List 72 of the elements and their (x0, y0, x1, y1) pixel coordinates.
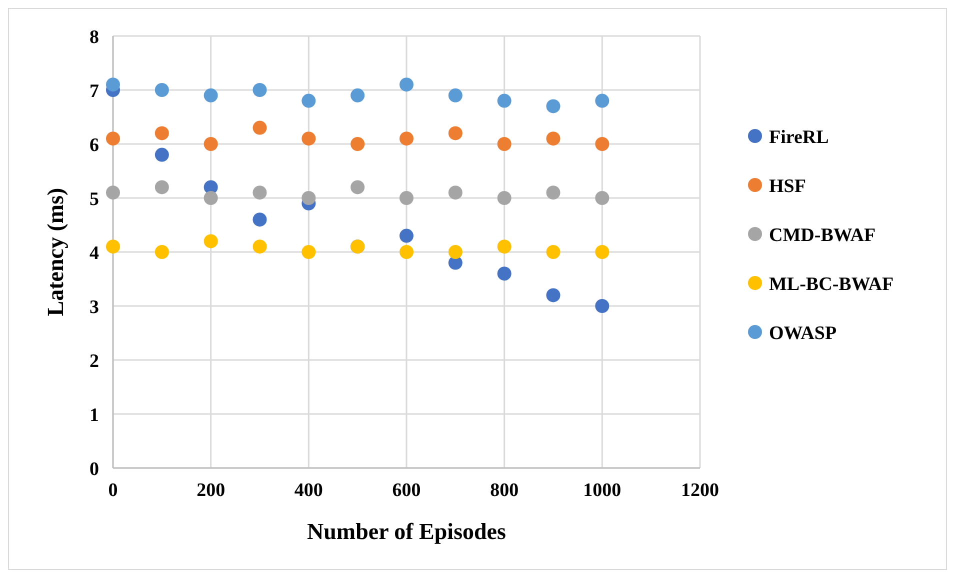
point (252, 120, 267, 135)
point (154, 126, 169, 140)
point (400, 78, 414, 92)
point (595, 245, 610, 259)
point (595, 191, 610, 205)
point (252, 212, 267, 227)
point (546, 99, 560, 114)
point (204, 191, 218, 205)
point (252, 83, 267, 97)
point (302, 132, 316, 146)
point (497, 94, 512, 108)
point (497, 266, 512, 281)
y-tick-label: 3 (90, 297, 99, 318)
x-tick-label: 200 (196, 480, 226, 501)
point (400, 245, 414, 259)
legend-label: CMD-BWAF (769, 225, 876, 246)
x-tick-label: 600 (392, 480, 421, 501)
point (595, 299, 610, 313)
point (154, 245, 169, 259)
y-tick-label: 1 (90, 405, 99, 426)
point (595, 137, 610, 151)
point (204, 234, 218, 248)
point (302, 245, 316, 259)
point (106, 78, 120, 92)
point (546, 132, 560, 146)
point (448, 88, 462, 102)
point (546, 245, 560, 259)
point (497, 191, 512, 205)
point (252, 240, 267, 254)
point (400, 132, 414, 146)
point (448, 126, 462, 140)
point (252, 186, 267, 200)
point (546, 288, 560, 302)
point (350, 180, 365, 194)
y-axis-title: Latency (ms) (43, 188, 68, 316)
point (497, 240, 512, 254)
legend-label: HSF (769, 176, 806, 197)
point (154, 180, 169, 194)
x-tick-label: 400 (294, 480, 323, 501)
y-tick-label: 8 (90, 27, 99, 48)
point (302, 94, 316, 108)
y-tick-label: 7 (90, 81, 100, 102)
point (350, 88, 365, 102)
point (497, 137, 512, 151)
point (400, 191, 414, 205)
point (546, 186, 560, 200)
legend-label: FireRL (769, 127, 829, 148)
x-tick-label: 0 (108, 480, 118, 501)
y-tick-label: 0 (90, 459, 99, 480)
x-axis-title: Number of Episodes (307, 519, 506, 544)
point (350, 137, 365, 151)
point (154, 83, 169, 97)
point (154, 148, 169, 162)
y-tick-label: 5 (90, 189, 99, 210)
y-tick-label: 4 (90, 243, 100, 264)
point (400, 228, 414, 243)
point (106, 240, 120, 254)
point (106, 132, 120, 146)
point (302, 191, 316, 205)
point (448, 245, 462, 259)
y-tick-label: 2 (90, 351, 99, 372)
point (204, 88, 218, 102)
legend-label: OWASP (769, 323, 837, 344)
point (106, 186, 120, 200)
point (204, 137, 218, 151)
x-tick-label: 1200 (681, 480, 719, 501)
y-tick-label: 6 (90, 135, 99, 156)
x-tick-label: 1000 (583, 480, 622, 501)
point (448, 186, 462, 200)
x-tick-label: 800 (490, 480, 519, 501)
point (595, 94, 610, 108)
legend-label: ML-BC-BWAF (769, 274, 894, 295)
